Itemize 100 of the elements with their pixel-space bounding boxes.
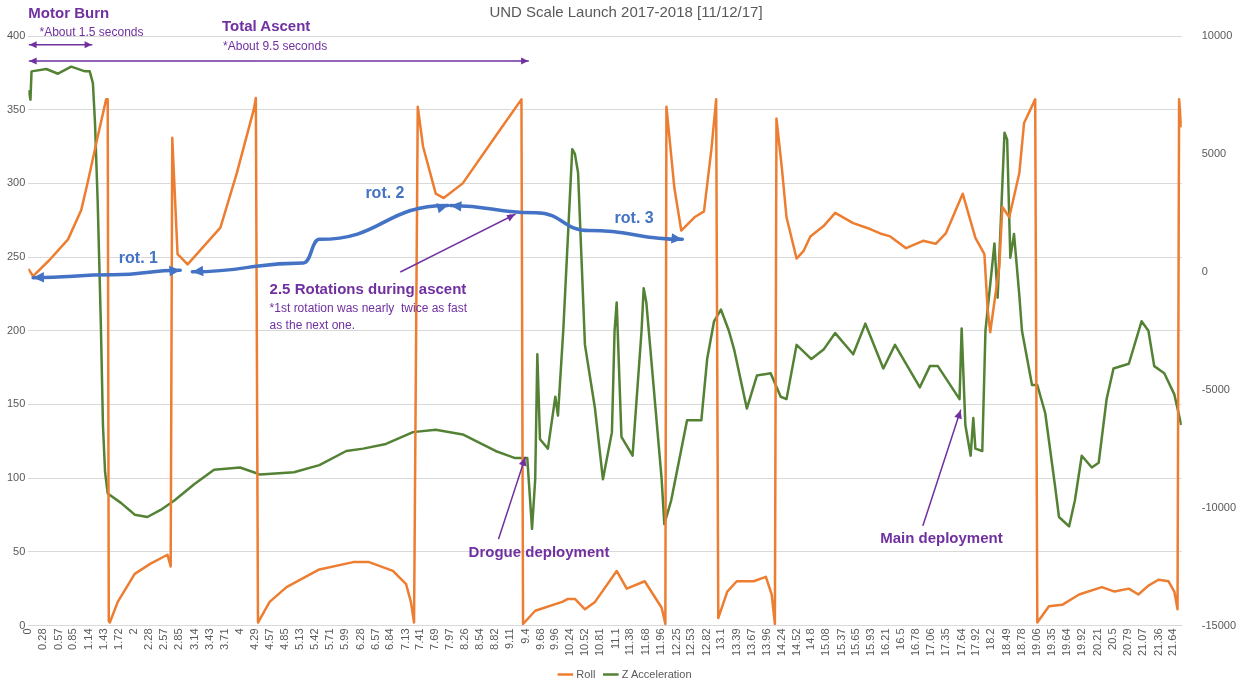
y-tick-label: 350 [6, 102, 26, 115]
x-tick-label: 19.35 [1045, 628, 1058, 656]
x-tick-label: 11.68 [639, 628, 652, 656]
x-tick-label: 5.13 [292, 628, 305, 650]
x-tick-label: 13.67 [744, 628, 757, 656]
text: Motor Burn [28, 4, 110, 22]
x-tick-label: 18.49 [999, 628, 1012, 656]
x-tick-label: 7.69 [428, 628, 441, 650]
x-tick-label: 3.43 [202, 628, 215, 650]
x-tick-label: 17.92 [969, 628, 982, 656]
annotation: rot. 1 [118, 248, 159, 266]
x-tick-label: 19.06 [1029, 628, 1042, 656]
x-tick-label: 14.8 [804, 628, 817, 650]
annotation: *About 9.5 seconds [223, 38, 328, 53]
x-tick-label: 19.92 [1075, 628, 1088, 656]
x-tick-label: 16.21 [879, 628, 892, 656]
x-tick-label: 0.57 [51, 628, 64, 650]
x-tick-label: 7.97 [443, 628, 456, 650]
x-tick-label: 13.1 [714, 628, 727, 650]
x-tick-label: 21.64 [1166, 628, 1179, 656]
x-tick-label: 20.5 [1106, 628, 1118, 650]
x-tick-label: 16.78 [909, 628, 922, 656]
x-tick-label: 15.37 [834, 628, 847, 656]
annotation: *About 1.5 seconds [39, 25, 144, 40]
x-tick-label: 11.96 [654, 628, 667, 656]
x-tick-label: 15.08 [819, 628, 832, 656]
x-tick-label: 11.1 [608, 628, 621, 650]
x-tick-label: 19.64 [1060, 628, 1073, 656]
x-tick-label: 6.28 [353, 628, 366, 650]
x-tick-label: 17.06 [924, 628, 936, 656]
x-tick-label: 2.85 [172, 628, 185, 650]
x-tick-label: 17.64 [954, 628, 967, 656]
y-tick-label: 250 [6, 250, 26, 263]
x-tick-label: 12.82 [699, 628, 712, 656]
x-tick-label: 5.71 [323, 628, 336, 650]
annotation: rot. 3 [614, 209, 654, 227]
y-tick-label: 100 [6, 471, 26, 484]
x-tick-label: 21.36 [1151, 628, 1164, 656]
x-tick-label: 7.13 [398, 628, 411, 650]
y-tick-label: 200 [6, 323, 26, 336]
x-tick-label: 2 [127, 628, 140, 635]
x-tick-label: 20.79 [1121, 628, 1134, 656]
y2-tick-label: 0 [1201, 264, 1208, 277]
x-tick-label: 4.57 [263, 628, 276, 650]
y2-tick-label: -10000 [1201, 500, 1237, 513]
legend-label: Z Acceleration [621, 667, 692, 680]
y-tick-label: 150 [6, 397, 26, 410]
x-tick-label: 17.35 [939, 628, 952, 656]
x-tick-label: 7.41 [413, 628, 426, 650]
x-tick-label: 10.81 [593, 628, 606, 656]
x-tick-label: 4.85 [277, 628, 290, 650]
x-tick-label: 9.4 [518, 628, 531, 644]
x-tick-label: 9.11 [503, 628, 516, 650]
x-tick-label: 3.71 [217, 628, 230, 650]
x-tick-label: 2.57 [157, 628, 170, 650]
x-tick-label: 0.28 [36, 628, 49, 650]
x-tick-label: 6.84 [383, 628, 396, 650]
y2-tick-label: -5000 [1201, 382, 1230, 395]
x-tick-label: 20.21 [1090, 628, 1103, 656]
x-tick-label: 4 [233, 628, 246, 635]
x-tick-label: 18.78 [1015, 628, 1027, 656]
x-tick-label: 8.26 [458, 628, 471, 650]
x-tick-label: 10.24 [563, 628, 576, 656]
x-tick-label: 21.07 [1136, 628, 1149, 656]
x-tick-label: 4.29 [248, 628, 261, 650]
annotation: Drogue deployment [468, 543, 610, 561]
x-tick-label: 3.14 [187, 628, 200, 650]
x-tick-label: 15.93 [864, 628, 877, 656]
y-tick-label: 50 [13, 544, 26, 557]
x-tick-label: 15.65 [849, 628, 862, 656]
y2-tick-label: -15000 [1201, 618, 1237, 631]
chart-title: UND Scale Launch 2017-2018 [11/12/17] [489, 3, 763, 21]
x-tick-label: 1.72 [112, 628, 125, 650]
x-tick-label: 9.96 [548, 628, 561, 650]
x-tick-label: 8.54 [473, 628, 486, 650]
y2-tick-label: 10000 [1201, 29, 1233, 42]
x-tick-label: 6.57 [368, 628, 381, 650]
annotation: 2.5 Rotations during ascent [269, 279, 467, 297]
x-tick-label: 13.39 [729, 628, 742, 656]
y-tick-label: 400 [6, 29, 26, 42]
x-tick-label: 18.2 [984, 628, 997, 650]
legend-label: Roll [576, 667, 596, 680]
x-tick-label: 14.24 [774, 628, 787, 656]
x-tick-label: 1.43 [97, 628, 110, 650]
x-tick-label: 14.52 [789, 628, 802, 656]
x-tick-label: 5.42 [308, 628, 321, 650]
x-tick-label: 1.14 [81, 628, 94, 650]
x-tick-label: 0 [21, 628, 34, 635]
x-tick-label: 13.96 [759, 628, 772, 656]
annotation: Main deployment [880, 528, 1003, 546]
x-tick-label: 0.85 [66, 628, 79, 650]
x-tick-label: 12.53 [684, 628, 697, 656]
x-tick-label: 16.5 [894, 628, 907, 650]
x-tick-label: 8.82 [488, 628, 501, 650]
x-tick-label: 12.25 [669, 628, 682, 656]
x-tick-label: 10.52 [577, 628, 590, 656]
y2-tick-label: 5000 [1201, 146, 1227, 159]
x-tick-label: 2.28 [142, 628, 155, 650]
x-tick-label: 9.68 [533, 628, 546, 650]
annotation: rot. 2 [365, 184, 405, 202]
